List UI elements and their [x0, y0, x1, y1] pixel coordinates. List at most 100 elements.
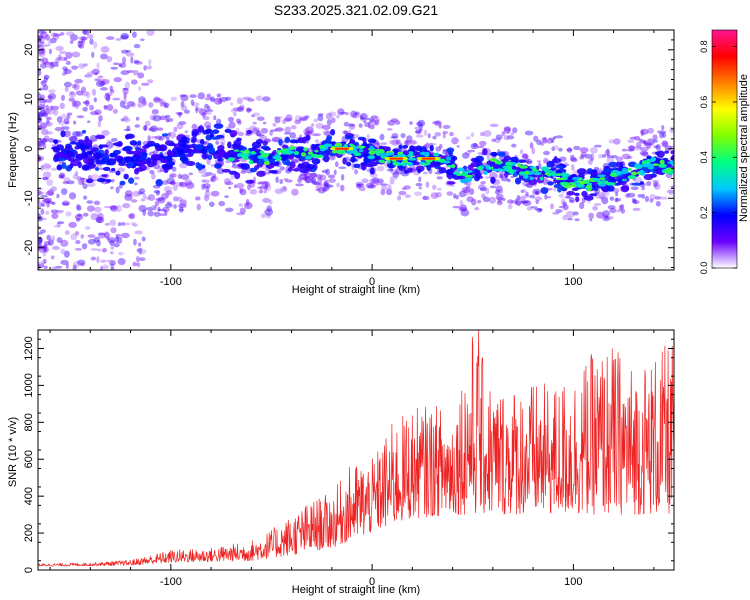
spectrogram-cell: [263, 186, 268, 194]
spectrogram-cell: [284, 126, 292, 134]
spectrogram-cell: [198, 108, 208, 116]
spectrogram-cell: [141, 148, 147, 153]
spectrogram-cell: [38, 103, 46, 109]
spectrogram-cell: [334, 142, 343, 147]
spectrogram-cell: [236, 137, 242, 142]
spectrogram-cell: [147, 210, 154, 217]
spectrogram-cell: [44, 61, 52, 68]
spectrogram-cell: [97, 120, 102, 128]
spectrogram-cell: [465, 190, 470, 196]
spectrogram-cell: [38, 43, 42, 49]
spectrogram-cell: [258, 190, 264, 194]
spectrogram-cell: [69, 163, 74, 169]
spectrogram-cell: [431, 184, 437, 190]
spectrogram-cell: [393, 162, 398, 166]
spectrogram-cell: [361, 117, 371, 121]
spectrogram-cell: [129, 140, 138, 146]
spectrogram-cell: [155, 197, 164, 201]
spectrogram-cell: [521, 153, 528, 160]
spectrogram-cell: [595, 168, 604, 173]
spectrogram-cell: [496, 200, 503, 206]
spectrogram-cell: [257, 186, 266, 190]
spectrogram-cell: [90, 256, 97, 261]
spectrogram-cell: [56, 222, 61, 228]
spectrogram-cell: [67, 158, 77, 162]
spectrogram-cell: [103, 105, 108, 111]
spectrogram-cell: [121, 49, 129, 54]
spectrogram-cell: [164, 190, 170, 199]
spectrogram-cell: [628, 145, 635, 152]
spectrogram-cell: [480, 181, 486, 185]
spectrogram-cell: [122, 56, 127, 64]
spectrogram-cell: [58, 160, 65, 164]
spectrogram-cell: [366, 168, 371, 173]
spectrogram-cell: [61, 150, 68, 154]
spectrogram-cell: [175, 112, 184, 115]
spectrogram-cell: [321, 124, 331, 130]
spectrogram-cell: [38, 140, 45, 146]
spectrogram-cell: [45, 190, 55, 196]
spectrogram-cell: [213, 153, 219, 160]
spectrogram-cell: [626, 155, 633, 159]
spectrogram-cell: [639, 169, 644, 174]
spectrogram-cell: [464, 151, 471, 156]
spectrogram-cell: [243, 201, 253, 210]
spectrogram-cell: [311, 123, 315, 127]
spectrogram-cell: [82, 139, 93, 146]
spectrogram-cell: [99, 144, 109, 148]
spectrogram-cell: [287, 150, 295, 154]
spectrogram-cell: [150, 136, 158, 139]
snr-series-line: [38, 330, 674, 567]
spectrogram-cell: [60, 239, 69, 247]
spectrogram-cell: [74, 231, 80, 236]
spectrogram-cell: [154, 98, 163, 102]
spectrogram-cell: [60, 130, 66, 138]
spectrogram-cell: [169, 173, 177, 178]
spectrogram-cell: [311, 154, 320, 159]
spectrogram-cell: [190, 99, 195, 106]
snr-y-tick-label: 800: [23, 413, 35, 431]
spectrogram-cell: [497, 151, 506, 157]
spectrogram-cell: [422, 171, 428, 175]
spectrogram-cell: [43, 108, 51, 115]
spectrogram-cell: [77, 161, 82, 169]
spectrogram-cell: [208, 201, 215, 207]
spectrogram-cell: [363, 157, 371, 164]
spectrogram-cell: [435, 146, 442, 152]
spectrogram-cell: [361, 178, 369, 184]
spectrogram-cell: [646, 144, 652, 149]
spectrogram-cell: [200, 147, 208, 155]
spectrogram-cell: [41, 128, 49, 136]
spectrogram-cell: [178, 208, 185, 212]
spectrogram-cell: [98, 78, 106, 82]
colorbar-tick-label: 0.0: [699, 262, 709, 275]
spectrogram-cell: [133, 168, 140, 175]
spectrogram-cell: [159, 115, 168, 121]
spectrogram-cell: [429, 142, 437, 146]
spectrogram-cell: [323, 155, 330, 163]
spectrogram-cell: [49, 62, 55, 70]
spectrogram-cell: [60, 259, 69, 265]
spectrogram-cell: [123, 145, 133, 151]
spectrogram-heatmap: [38, 30, 674, 270]
spectrogram-cell: [222, 97, 227, 103]
spectrogram-cell: [177, 173, 183, 179]
spectrogram-cell: [602, 168, 612, 174]
spectrogram-cell: [390, 118, 399, 123]
spectrogram-cell: [90, 213, 99, 221]
spectrogram-cell: [43, 246, 49, 253]
spectrogram-cell: [473, 174, 481, 182]
spectrogram-cell: [109, 239, 115, 247]
spectrogram-cell: [61, 72, 67, 76]
spectrogram-cell: [265, 213, 272, 219]
spectrogram-cell: [157, 206, 161, 212]
spectrogram-cell: [95, 134, 106, 140]
spectrogram-x-tick-label: 100: [564, 276, 582, 288]
spectrogram-cell: [649, 193, 657, 201]
spectrogram-cell: [224, 195, 229, 198]
spectrogram-cell: [159, 99, 163, 107]
spectrogram-cell: [469, 188, 475, 196]
spectrogram-cell: [38, 50, 42, 57]
spectrogram-cell: [100, 259, 107, 263]
spectrogram-cell: [597, 180, 602, 186]
